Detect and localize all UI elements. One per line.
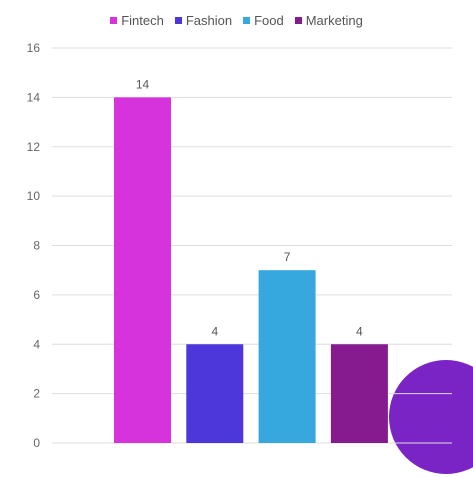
legend-item-marketing[interactable]: Marketing — [294, 13, 363, 28]
bar-fintech[interactable] — [114, 97, 171, 443]
decorative-circle — [389, 360, 473, 474]
legend: Fintech Fashion Food Marketing — [0, 13, 473, 28]
y-tick-label-8: 8 — [33, 239, 40, 253]
legend-swatch-fintech — [110, 17, 118, 24]
grid-lines — [52, 47, 452, 444]
bar-food[interactable] — [258, 270, 316, 443]
y-tick-label-4: 4 — [33, 337, 40, 351]
legend-swatch-marketing — [294, 17, 302, 24]
legend-label-fashion: Fashion — [185, 13, 233, 28]
legend-label-marketing: Marketing — [305, 13, 363, 28]
data-labels: 14 4 7 4 — [136, 77, 363, 338]
bar-marketing[interactable] — [330, 344, 388, 443]
data-label-fintech: 14 — [136, 77, 150, 91]
y-tick-label-0: 0 — [33, 436, 40, 450]
bar-fashion[interactable] — [186, 344, 244, 443]
y-axis-ticks: 0 2 4 6 8 10 12 14 16 — [27, 41, 41, 450]
y-tick-label-10: 10 — [27, 189, 41, 203]
legend-item-fashion[interactable]: Fashion — [174, 13, 233, 28]
legend-label-fintech: Fintech — [121, 13, 164, 28]
legend-swatch-fashion — [174, 17, 182, 24]
bars — [114, 97, 388, 443]
data-label-marketing: 4 — [356, 324, 363, 338]
legend-item-fintech[interactable]: Fintech — [110, 13, 164, 28]
data-label-fashion: 4 — [211, 324, 218, 338]
legend-item-food[interactable]: Food — [243, 13, 284, 28]
y-tick-label-16: 16 — [27, 41, 41, 55]
data-label-food: 7 — [284, 250, 291, 264]
y-tick-label-12: 12 — [27, 140, 41, 154]
y-tick-label-2: 2 — [33, 387, 40, 401]
y-tick-label-14: 14 — [27, 90, 41, 104]
legend-label-food: Food — [254, 13, 284, 28]
legend-swatch-food — [243, 17, 251, 24]
y-tick-label-6: 6 — [33, 288, 40, 302]
